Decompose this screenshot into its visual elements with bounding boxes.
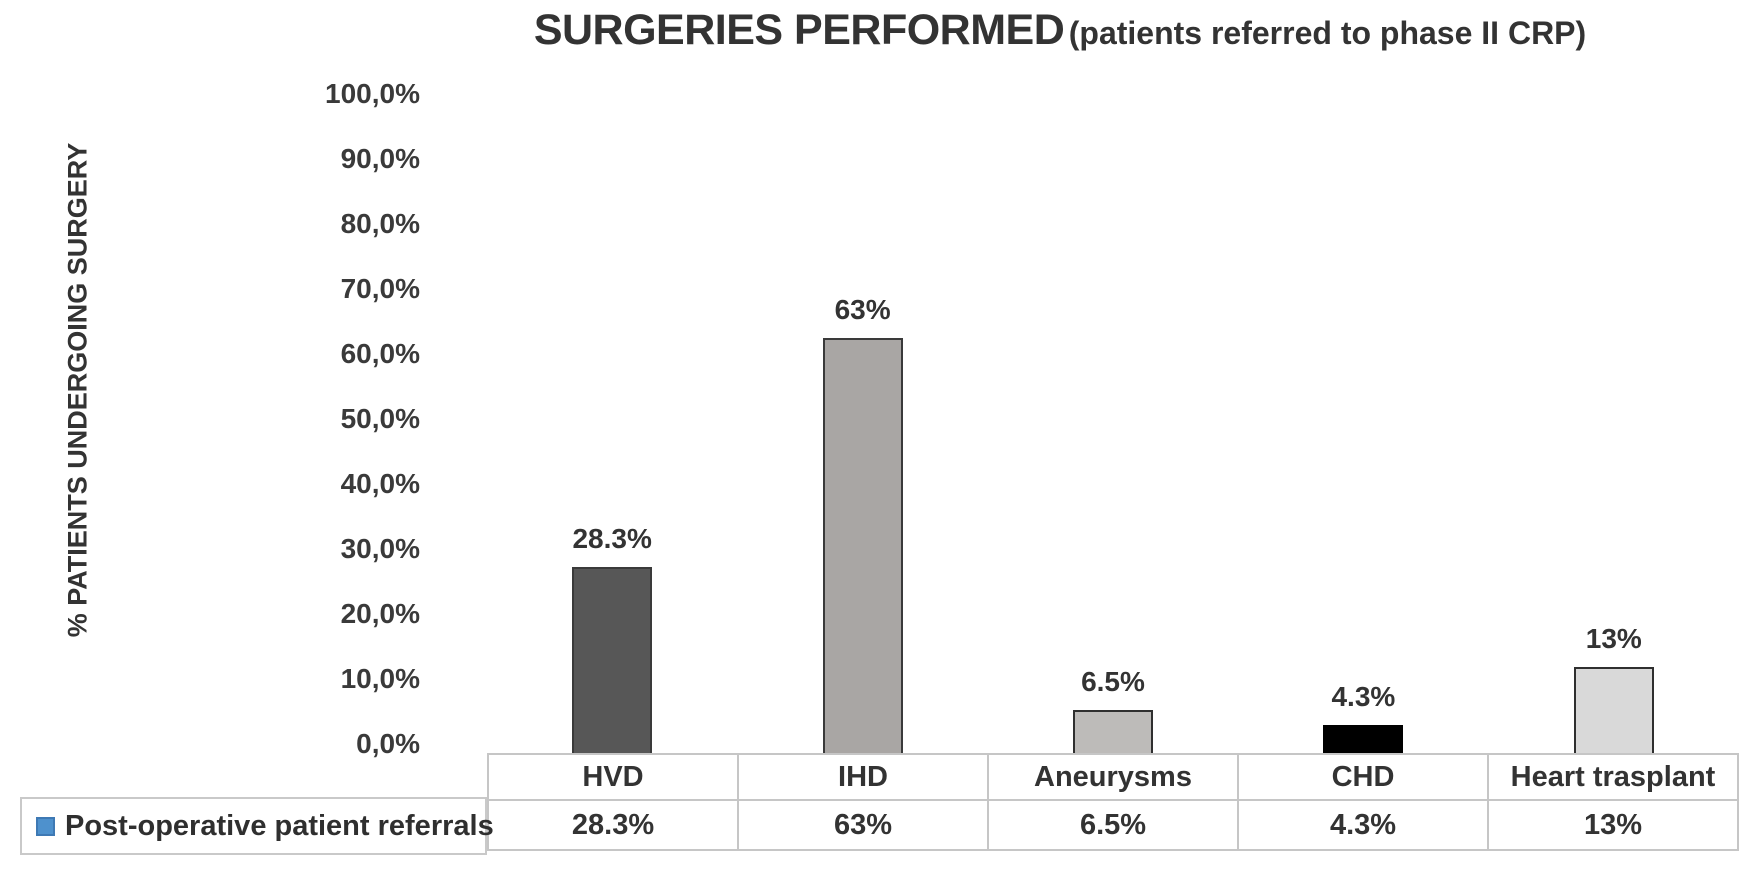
category-header-row: HVD IHD Aneurysms CHD Heart trasplant: [487, 753, 1739, 801]
y-tick-label: 40,0%: [340, 468, 420, 499]
category-header-cell: Aneurysms: [987, 753, 1239, 801]
chart-title-sub: (patients referred to phase II CRP): [1069, 15, 1586, 51]
legend-marker-icon: [36, 816, 55, 836]
y-tick-label: 70,0%: [340, 273, 420, 304]
legend-series-label: Post-operative patient referrals: [65, 809, 494, 842]
bar-hvd: [572, 567, 653, 753]
plot-area: 28.3% 63% 6.5% 4.3% 13%: [487, 94, 1739, 753]
chart-title: SURGERIES PERFORMED (patients referred t…: [400, 6, 1720, 55]
bar-data-label: 28.3%: [572, 523, 652, 554]
y-tick-label: 80,0%: [340, 208, 420, 239]
y-tick-label: 100,0%: [325, 78, 420, 109]
bar-aneurysms: [1073, 710, 1153, 753]
bar-data-label: 6.5%: [1081, 666, 1145, 697]
y-tick-label: 60,0%: [340, 338, 420, 369]
y-tick-label: 20,0%: [340, 598, 420, 629]
y-axis-label: % PATIENTS UNDERGOING SURGERY: [62, 142, 93, 638]
value-cell: 63%: [737, 799, 989, 851]
bar-data-label: 13%: [1585, 623, 1642, 654]
bar-chd: [1323, 725, 1404, 753]
category-header-cell: CHD: [1237, 753, 1489, 801]
category-header-cell: IHD: [737, 753, 989, 801]
value-cell: 13%: [1487, 799, 1739, 851]
bar-data-label: 63%: [834, 294, 891, 325]
y-tick-label: 30,0%: [340, 533, 420, 564]
chart-title-sub-text: (patients referred to phase II CRP): [1068, 15, 1587, 51]
bar-heart-trasplant: [1573, 667, 1654, 753]
y-tick-label: 90,0%: [340, 143, 420, 174]
legend: Post-operative patient referrals: [20, 797, 494, 855]
y-tick-label: 0,0%: [356, 728, 420, 759]
y-tick-label: 50,0%: [340, 403, 420, 434]
data-table: HVD IHD Aneurysms CHD Heart trasplant 28.3% 6…: [487, 753, 1739, 851]
value-cell: 6.5%: [987, 799, 1239, 851]
y-tick-label: 10,0%: [340, 663, 420, 694]
category-header-cell: Heart trasplant: [1487, 753, 1739, 801]
value-row: 28.3% 63% 6.5% 4.3% 13%: [487, 799, 1739, 851]
value-cell: 28.3%: [487, 799, 739, 851]
bar-data-label: 4.3%: [1331, 681, 1396, 712]
category-header-cell: HVD: [487, 753, 739, 801]
chart-title-main: SURGERIES PERFORMED: [533, 6, 1065, 54]
value-cell: 4.3%: [1237, 799, 1489, 851]
bar-ihd: [822, 338, 903, 753]
